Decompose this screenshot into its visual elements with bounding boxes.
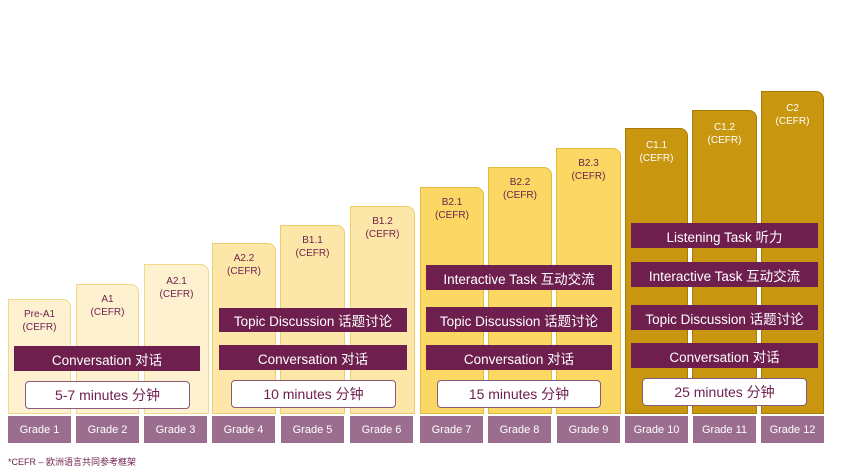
level-label: A2.1 (CEFR) [159,276,194,300]
task-conversation: Conversation 对话 [426,345,612,370]
grade-label: Grade 3 [144,416,207,443]
task-conversation: Conversation 对话 [631,343,818,368]
task-interactive: Interactive Task 互动交流 [631,262,818,287]
task-listening: Listening Task 听力 [631,223,818,248]
duration-box: 15 minutes 分钟 [437,380,601,408]
grade-label: Grade 1 [8,416,71,443]
grade-label: Grade 5 [281,416,344,443]
level-label: C1.2 (CEFR) [707,122,742,146]
duration-box: 5-7 minutes 分钟 [25,381,190,409]
task-topic-discussion: Topic Discussion 话题讨论 [426,307,612,332]
grade-label: Grade 8 [488,416,551,443]
level-label: A1 (CEFR) [90,294,125,318]
grade-label: Grade 7 [420,416,483,443]
level-label: Pre-A1 (CEFR) [22,309,57,333]
task-conversation: Conversation 对话 [219,345,407,370]
level-label: A2.2 (CEFR) [227,253,261,277]
grade-label: Grade 9 [557,416,620,443]
level-label: C1.1 (CEFR) [639,140,674,164]
task-interactive: Interactive Task 互动交流 [426,265,612,290]
grade-label: Grade 11 [693,416,756,443]
level-label: B2.2 (CEFR) [503,177,537,201]
grade-label: Grade 6 [350,416,413,443]
level-label: C2 (CEFR) [775,103,810,127]
level-column-b2-1: B2.1 (CEFR) [420,187,484,414]
grade-label: Grade 4 [212,416,275,443]
level-label: B1.2 (CEFR) [365,216,400,240]
level-label: B1.1 (CEFR) [295,235,330,259]
level-column-b2-2: B2.2 (CEFR) [488,167,552,414]
grade-label: Grade 12 [761,416,824,443]
task-topic-discussion: Topic Discussion 话题讨论 [631,305,818,330]
cefr-footnote: *CEFR – 欧洲语言共同参考框架 [8,457,137,467]
task-conversation: Conversation 对话 [14,346,200,371]
grade-label: Grade 10 [625,416,688,443]
duration-box: 25 minutes 分钟 [642,378,807,406]
grade-label: Grade 2 [76,416,139,443]
task-topic-discussion: Topic Discussion 话题讨论 [219,308,407,332]
level-label: B2.1 (CEFR) [435,197,469,221]
duration-box: 10 minutes 分钟 [231,380,396,408]
level-label: B2.3 (CEFR) [571,158,606,182]
